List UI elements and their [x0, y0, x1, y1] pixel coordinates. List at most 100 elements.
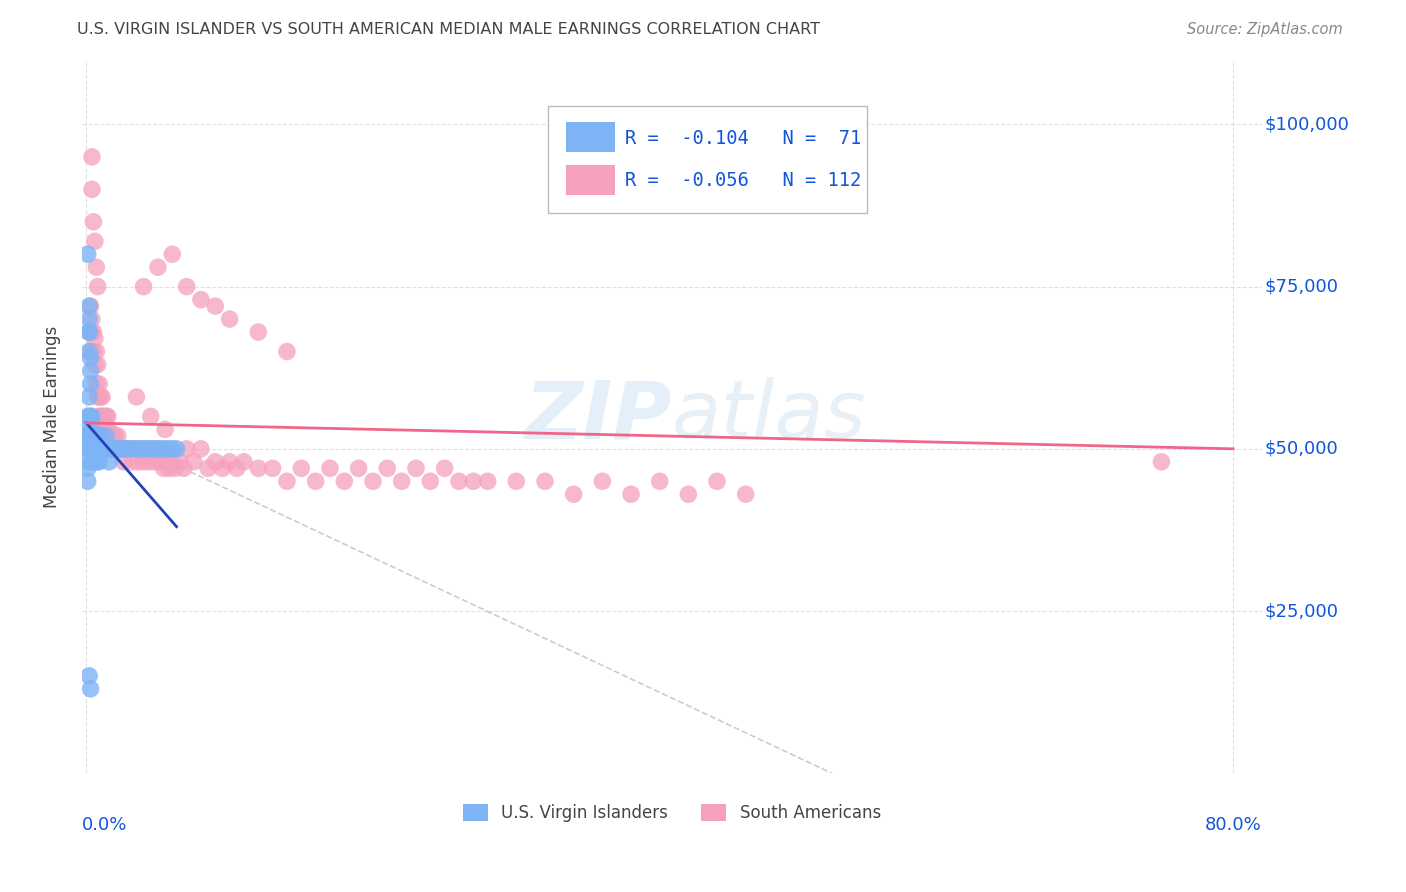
Point	[90, 429, 112, 443]
Point	[91, 390, 114, 404]
Point	[648, 475, 671, 489]
Point	[157, 442, 180, 456]
Point	[84, 344, 107, 359]
Point	[80, 312, 103, 326]
Point	[76, 455, 98, 469]
Point	[153, 442, 176, 456]
Point	[276, 344, 298, 359]
Point	[111, 442, 134, 456]
Point	[139, 409, 162, 424]
Point	[79, 442, 101, 456]
Point	[162, 455, 184, 469]
Point	[84, 429, 107, 443]
Point	[141, 442, 163, 456]
Point	[124, 442, 146, 456]
Point	[706, 475, 728, 489]
Point	[93, 409, 115, 424]
Point	[190, 293, 212, 307]
Text: R =  -0.104   N =  71: R = -0.104 N = 71	[624, 128, 860, 147]
Point	[87, 358, 110, 372]
Point	[96, 429, 118, 443]
Point	[233, 455, 256, 469]
Text: R =  -0.056   N = 112: R = -0.056 N = 112	[624, 171, 860, 190]
Point	[82, 429, 104, 443]
Point	[150, 442, 173, 456]
Point	[734, 487, 756, 501]
Point	[162, 247, 184, 261]
Point	[98, 455, 121, 469]
Point	[225, 461, 247, 475]
Point	[76, 461, 98, 475]
Point	[361, 475, 384, 489]
Point	[247, 461, 270, 475]
Point	[83, 429, 105, 443]
Point	[103, 442, 125, 456]
Point	[132, 442, 155, 456]
Point	[290, 461, 312, 475]
Point	[165, 461, 187, 475]
Point	[76, 475, 98, 489]
Point	[83, 442, 105, 456]
Point	[82, 455, 104, 469]
Point	[82, 344, 104, 359]
Text: 0.0%: 0.0%	[82, 816, 128, 834]
Point	[80, 429, 103, 443]
Point	[80, 442, 103, 456]
Point	[218, 312, 240, 326]
Point	[121, 442, 143, 456]
Point	[96, 422, 118, 436]
Point	[112, 442, 135, 456]
Point	[146, 442, 169, 456]
Point	[79, 351, 101, 365]
Point	[155, 455, 177, 469]
Point	[139, 442, 162, 456]
Point	[107, 442, 129, 456]
Point	[347, 461, 370, 475]
Point	[80, 409, 103, 424]
Point	[146, 260, 169, 275]
Point	[304, 475, 326, 489]
Point	[107, 429, 129, 443]
Point	[100, 429, 122, 443]
Y-axis label: Median Male Earnings: Median Male Earnings	[44, 326, 60, 508]
Point	[79, 409, 101, 424]
Point	[112, 455, 135, 469]
Point	[84, 376, 107, 391]
Point	[319, 461, 342, 475]
Point	[96, 409, 118, 424]
Point	[121, 455, 143, 469]
Point	[89, 376, 111, 391]
Text: ZIP: ZIP	[524, 377, 672, 456]
Point	[80, 150, 103, 164]
Point	[82, 325, 104, 339]
Point	[505, 475, 527, 489]
Text: Source: ZipAtlas.com: Source: ZipAtlas.com	[1187, 22, 1343, 37]
Point	[1150, 455, 1173, 469]
Point	[149, 455, 172, 469]
Point	[157, 461, 180, 475]
Point	[173, 461, 195, 475]
Point	[84, 260, 107, 275]
Point	[97, 442, 120, 456]
Point	[94, 429, 117, 443]
Point	[138, 455, 160, 469]
Point	[118, 442, 141, 456]
Point	[103, 429, 125, 443]
Point	[77, 325, 100, 339]
Point	[76, 422, 98, 436]
Point	[176, 279, 198, 293]
Point	[76, 247, 98, 261]
Point	[79, 429, 101, 443]
Point	[183, 455, 205, 469]
Point	[80, 325, 103, 339]
Point	[79, 344, 101, 359]
Point	[87, 279, 110, 293]
Point	[77, 299, 100, 313]
Point	[152, 461, 174, 475]
Point	[405, 461, 427, 475]
Point	[94, 442, 117, 456]
Point	[333, 475, 356, 489]
Point	[276, 475, 298, 489]
Point	[115, 442, 138, 456]
Point	[89, 409, 111, 424]
